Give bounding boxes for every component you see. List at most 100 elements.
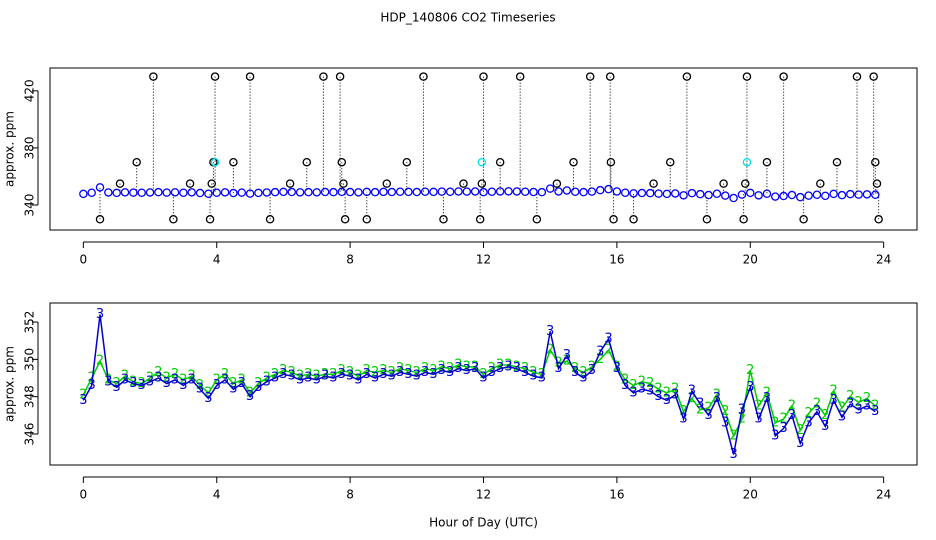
point-glyph: 2: [713, 387, 721, 402]
point-glyph: 3: [163, 376, 171, 391]
point-glyph: 2: [704, 400, 712, 415]
y-tick-label: 346: [23, 423, 37, 446]
point: [654, 189, 663, 198]
point-glyph: 2: [79, 387, 87, 402]
point-glyph: 2: [446, 361, 454, 376]
point-glyph: 3: [104, 374, 112, 389]
plot-frame: [49, 302, 918, 466]
point: [379, 187, 388, 197]
point: [210, 72, 220, 81]
point-glyph: 2: [579, 365, 587, 380]
point-glyph: 2: [479, 367, 487, 382]
point: [679, 191, 688, 200]
point: [729, 193, 738, 203]
point: [382, 179, 392, 188]
point: [475, 215, 485, 224]
point: [354, 188, 363, 197]
point: [487, 187, 497, 196]
point-glyph: 3: [771, 428, 779, 443]
point-glyph: 3: [88, 378, 96, 393]
point-glyph: 3: [138, 378, 146, 393]
point: [370, 187, 380, 197]
point-glyph: 2: [846, 389, 854, 404]
point-glyph: 3: [529, 369, 537, 384]
point-glyph: 3: [271, 371, 279, 386]
point-glyph: 2: [263, 371, 271, 386]
point: [204, 189, 213, 198]
point: [852, 72, 862, 81]
point-glyph: 3: [421, 365, 429, 380]
point-glyph: 2: [238, 372, 246, 387]
point-glyph: 2: [554, 356, 562, 371]
point-glyph: 3: [804, 415, 812, 430]
point: [721, 191, 730, 200]
point-glyph: 3: [288, 369, 296, 384]
point-glyph: 2: [696, 402, 704, 417]
point: [872, 179, 882, 188]
point-glyph: 3: [679, 412, 687, 427]
point: [495, 157, 505, 167]
point: [245, 72, 255, 81]
point: [515, 72, 525, 81]
point-glyph: 2: [438, 359, 446, 374]
point: [687, 188, 697, 198]
x-tick-label: 0: [80, 253, 88, 267]
point: [120, 188, 130, 197]
point-glyph: 3: [329, 371, 337, 386]
point: [554, 187, 563, 196]
point: [605, 72, 615, 81]
point-glyph: 2: [663, 385, 671, 400]
point: [287, 187, 297, 197]
point-glyph: 3: [871, 404, 879, 419]
point: [340, 215, 350, 224]
x-tick-label: 8: [346, 488, 354, 502]
point-glyph: 3: [379, 367, 387, 382]
point: [537, 187, 547, 197]
point-glyph: 2: [138, 376, 146, 391]
point-glyph: 2: [721, 404, 729, 419]
point: [337, 157, 347, 167]
point-glyph: 3: [621, 378, 629, 393]
point-glyph: 3: [371, 371, 379, 386]
point: [719, 179, 728, 188]
x-tick-label: 4: [213, 253, 221, 267]
point: [612, 187, 622, 196]
point-glyph: 2: [496, 357, 504, 372]
point: [149, 72, 158, 81]
point-glyph: 2: [354, 369, 362, 384]
point-glyph: 2: [321, 367, 329, 382]
point: [254, 188, 263, 198]
point: [245, 189, 255, 198]
point: [854, 190, 863, 199]
point: [205, 215, 215, 224]
point: [682, 72, 692, 81]
point: [570, 187, 580, 196]
point-glyph: 3: [396, 365, 404, 380]
point: [404, 187, 413, 197]
point-glyph: 3: [571, 365, 579, 380]
point-glyph: 3: [413, 369, 421, 384]
point-glyph: 2: [679, 404, 687, 419]
point-glyph: 3: [363, 367, 371, 382]
point: [362, 215, 372, 224]
y-axis-title: approx. ppm: [3, 111, 17, 187]
point-glyph: 2: [88, 371, 96, 386]
point-glyph: 3: [113, 380, 121, 395]
point-glyph: 2: [288, 365, 296, 380]
point-glyph: 2: [863, 391, 871, 406]
point: [477, 157, 487, 167]
point: [302, 157, 312, 167]
point-glyph: 3: [604, 331, 612, 346]
point-glyph: 2: [754, 399, 762, 414]
point-glyph: 3: [504, 359, 512, 374]
point-glyph: 3: [721, 415, 729, 430]
point: [871, 157, 880, 167]
point: [606, 157, 616, 167]
point: [862, 190, 872, 199]
point-glyph: 2: [304, 367, 312, 382]
point: [412, 187, 422, 197]
point-glyph: 3: [204, 391, 212, 406]
series-line: [82, 314, 876, 455]
point: [562, 186, 572, 195]
